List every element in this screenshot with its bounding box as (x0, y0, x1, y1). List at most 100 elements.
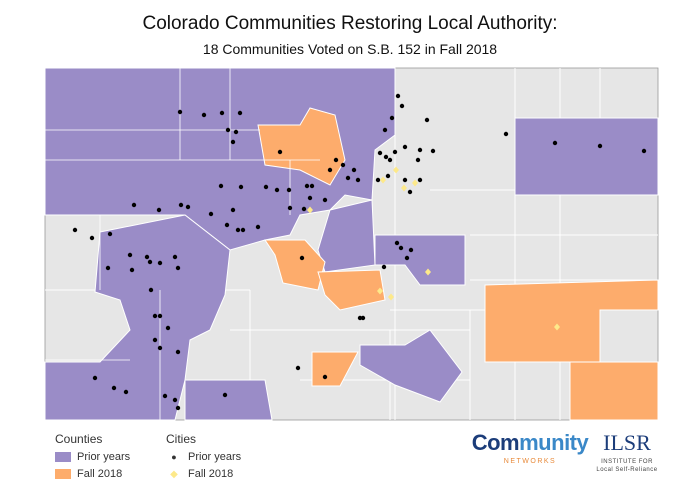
prior-years-city (299, 255, 305, 261)
prior-years-city (235, 227, 241, 233)
prior-years-city (175, 349, 181, 355)
prior-years-city (503, 131, 509, 137)
prior-years-city (641, 148, 647, 154)
logo-tag: NETWORKS (503, 458, 557, 465)
fall-2018-city (380, 176, 386, 184)
prior-years-city (177, 109, 183, 115)
prior-years-city (351, 167, 357, 173)
prior-years-city (408, 247, 414, 253)
legend-item-prior-counties: Prior years (55, 450, 130, 464)
prior-years-city (123, 389, 129, 395)
prior-years-city (597, 143, 603, 149)
prior-years-city (162, 393, 168, 399)
prior-years-city (287, 205, 293, 211)
prior-years-city (218, 183, 224, 189)
prior-years-city (175, 265, 181, 271)
prior-years-city (552, 140, 558, 146)
prior-years-city (107, 231, 113, 237)
prior-years-city (389, 115, 395, 121)
prior-years-city (377, 150, 383, 156)
fall-2018-city (412, 179, 418, 187)
logo-text: munity (519, 430, 589, 455)
prior-years-city (404, 255, 410, 261)
prior-years-city (147, 259, 153, 265)
prior-years-city (402, 177, 408, 183)
counties-legend: Counties Prior years Fall 2018 (55, 432, 130, 481)
legend-label: Prior years (77, 451, 131, 463)
prior-years-city (430, 148, 436, 154)
prior-years-city (237, 110, 243, 116)
legend-label: Fall 2018 (77, 468, 123, 480)
prior-years-city (240, 227, 246, 233)
fall-2018-city (377, 287, 383, 295)
prior-years-city (157, 260, 163, 266)
cities-legend-title: Cities (166, 432, 197, 446)
prior-years-city (415, 157, 421, 163)
map-subtitle: 18 Communities Voted on S.B. 152 in Fall… (202, 41, 498, 57)
prior-years-city (222, 392, 228, 398)
prior-years-city (156, 207, 162, 213)
prior-years-city (417, 147, 423, 153)
prior-years-city (111, 385, 117, 391)
fall-2018-city (393, 166, 399, 174)
prior-years-city (175, 405, 181, 411)
fall-2018-county (317, 269, 386, 311)
prior-years-city (286, 187, 292, 193)
prior-years-city (208, 211, 214, 217)
prior-years-city (307, 195, 313, 201)
prior-years-city (327, 167, 333, 173)
prior-years-city (407, 189, 413, 195)
prior-years-city (172, 397, 178, 403)
prior-years-county (514, 117, 659, 196)
prior-years-city (127, 252, 133, 258)
prior-years-city (424, 117, 430, 123)
prior-years-city (355, 177, 361, 183)
prior-years-city (399, 103, 405, 109)
fall-2018-city (554, 323, 560, 331)
prior-years-city (165, 325, 171, 331)
prior-years-county (184, 379, 273, 421)
prior-years-city (224, 222, 230, 228)
prior-years-city (263, 184, 269, 190)
fall-2018-county (264, 239, 326, 291)
prior-years-city (105, 265, 111, 271)
prior-years-city (144, 254, 150, 260)
prior-years-city (395, 93, 401, 99)
legend-item-fall-counties: Fall 2018 (55, 467, 130, 481)
legend-item-fall-cities: ◆ Fall 2018 (166, 467, 241, 482)
prior-years-city (129, 267, 135, 273)
legend-label: Fall 2018 (188, 468, 234, 480)
fall-2018-city (388, 293, 394, 301)
prior-years-city (295, 365, 301, 371)
prior-years-city (304, 183, 310, 189)
prior-years-city (340, 162, 346, 168)
prior-years-city (309, 183, 315, 189)
prior-years-city (152, 337, 158, 343)
diamond-icon: ◆ (170, 469, 178, 480)
prior-years-city (157, 345, 163, 351)
purple-swatch-icon (55, 452, 71, 463)
logo-text: Com (471, 430, 520, 455)
prior-years-city (233, 129, 239, 135)
prior-years-city (152, 313, 158, 319)
logo-text: ILSR (603, 430, 651, 455)
prior-years-city (201, 112, 207, 118)
logo-tag: INSTITUTE FOR Local Self-Reliance (596, 459, 658, 473)
prior-years-city (255, 224, 261, 230)
prior-years-city (417, 177, 423, 183)
prior-years-city (375, 177, 381, 183)
ilsr-logo: ILSR INSTITUTE FOR Local Self-Reliance (596, 430, 658, 474)
prior-years-city (345, 175, 351, 181)
prior-years-city (92, 375, 98, 381)
prior-years-city (72, 227, 78, 233)
prior-years-county (374, 234, 466, 286)
prior-years-city (385, 173, 391, 179)
cities-legend: Cities ● Prior years ◆ Fall 2018 (166, 432, 241, 482)
prior-years-city (230, 207, 236, 213)
prior-years-city (322, 374, 328, 380)
prior-years-city (185, 204, 191, 210)
prior-years-city (394, 240, 400, 246)
prior-years-city (219, 110, 225, 116)
